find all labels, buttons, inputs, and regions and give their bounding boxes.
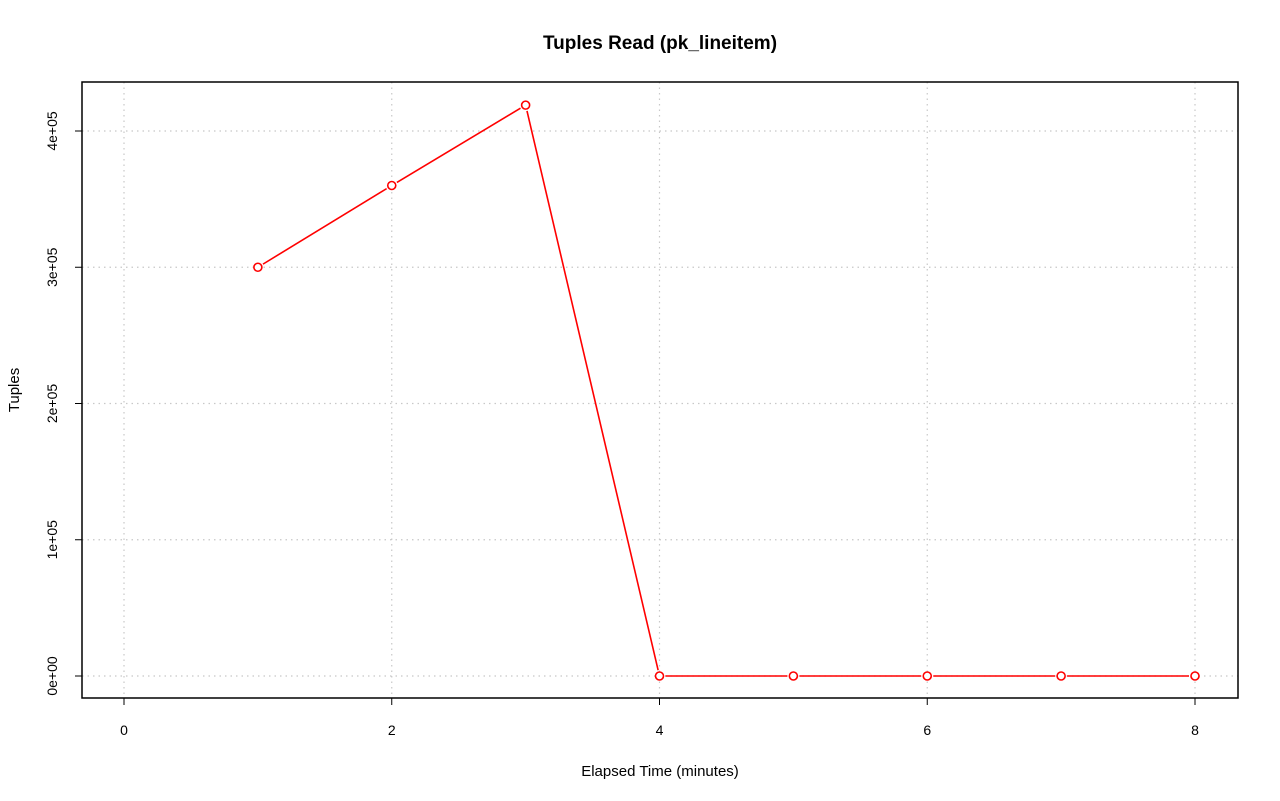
x-tick-label: 6 <box>923 722 931 738</box>
data-point <box>788 671 799 681</box>
series-line-segment <box>526 110 659 671</box>
x-tick-label: 4 <box>656 722 664 738</box>
chart-title: Tuples Read (pk_lineitem) <box>543 33 777 54</box>
series-line-segment <box>396 107 521 184</box>
data-point <box>386 180 397 191</box>
x-tick-label: 0 <box>120 722 128 738</box>
x-axis: 0 2 4 6 8 <box>120 697 1199 738</box>
x-tick-label: 8 <box>1191 722 1199 738</box>
data-point <box>520 100 531 110</box>
series-line-segment <box>262 187 388 265</box>
data-point <box>1190 671 1200 681</box>
y-tick-label: 0e+00 <box>44 656 60 696</box>
data-point <box>654 671 665 681</box>
y-tick-label: 4e+05 <box>44 111 60 151</box>
y-tick-label: 1e+05 <box>44 520 60 560</box>
grid <box>82 82 1238 698</box>
data-point <box>922 671 933 681</box>
y-tick-label: 2e+05 <box>44 384 60 424</box>
y-tick-label: 3e+05 <box>44 247 60 287</box>
y-axis: 0e+00 1e+05 2e+05 3e+05 4e+05 <box>44 111 83 696</box>
data-point <box>1056 671 1066 681</box>
x-axis-label: Elapsed Time (minutes) <box>581 763 739 780</box>
y-axis-label: Tuples <box>6 368 23 412</box>
x-tick-label: 2 <box>388 722 396 738</box>
series <box>253 100 1200 681</box>
data-point <box>253 262 263 273</box>
